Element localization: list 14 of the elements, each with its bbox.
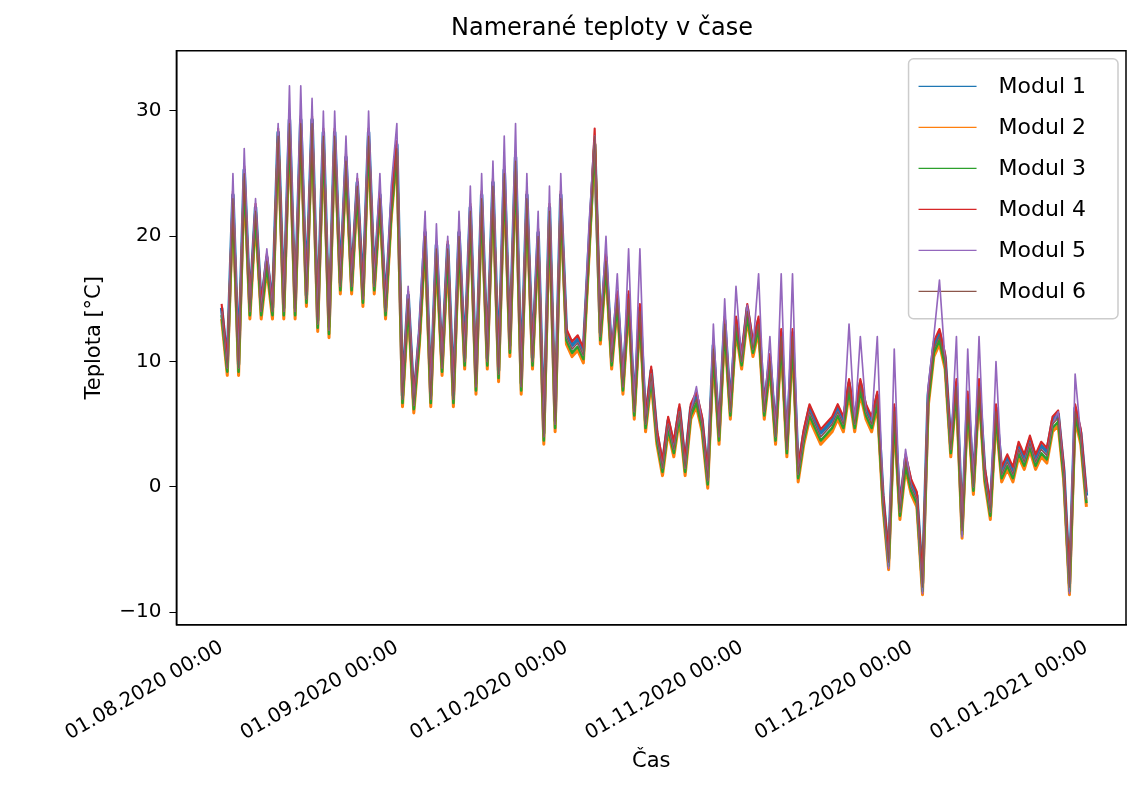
y-tick-label: 10 [135, 347, 162, 372]
chart-title: Namerané teploty v čase [451, 12, 753, 41]
legend-label: Modul 5 [998, 237, 1086, 263]
x-axis-title: Čas [631, 746, 671, 772]
y-tick-label: 0 [148, 473, 162, 498]
legend-label: Modul 3 [998, 155, 1086, 181]
y-axis-title: Teplota [°C] [81, 276, 106, 401]
legend-label: Modul 6 [998, 278, 1086, 304]
y-tick-label: 30 [135, 97, 162, 122]
y-tick-label: 20 [135, 222, 162, 247]
legend-label: Modul 2 [998, 114, 1086, 140]
y-tick-label: −10 [119, 598, 162, 623]
legend-label: Modul 4 [998, 196, 1086, 222]
legend-label: Modul 1 [998, 73, 1086, 99]
